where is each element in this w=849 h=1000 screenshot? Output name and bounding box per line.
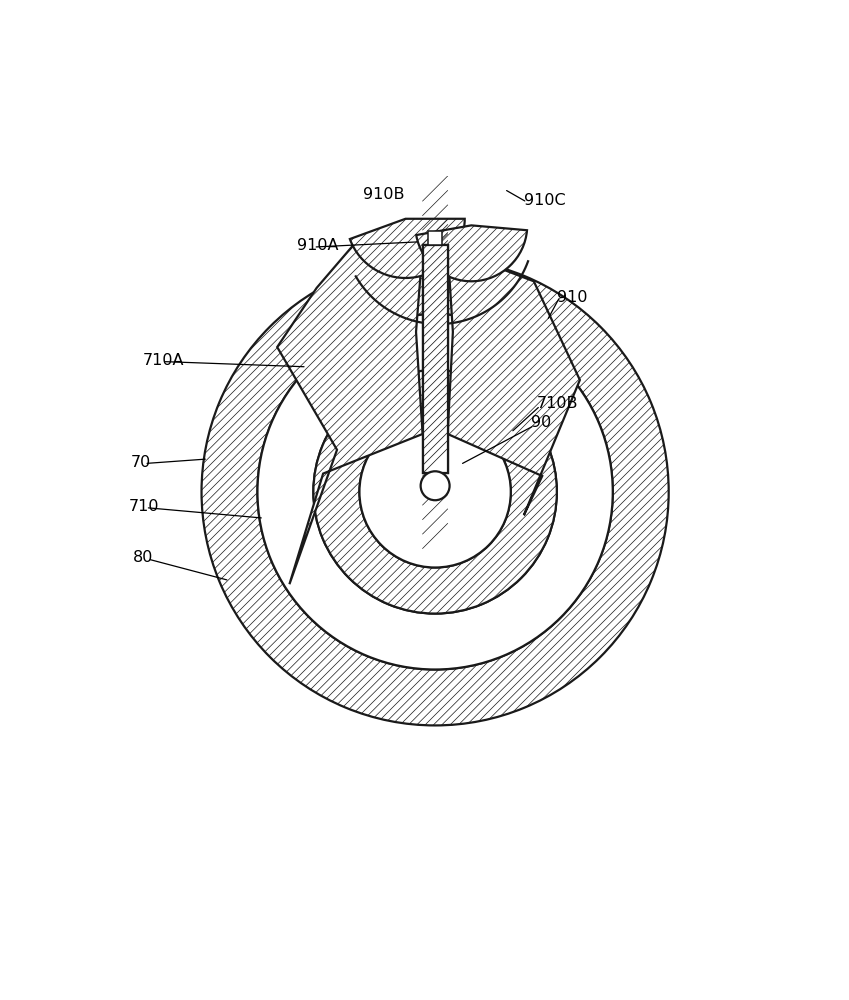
Bar — [423, 245, 447, 473]
Wedge shape — [416, 225, 527, 281]
Text: 710: 710 — [129, 499, 160, 514]
Bar — [428, 231, 442, 245]
Wedge shape — [257, 314, 613, 669]
Text: 910B: 910B — [363, 187, 404, 202]
Wedge shape — [201, 258, 669, 725]
Polygon shape — [277, 242, 423, 584]
Wedge shape — [313, 370, 557, 614]
Wedge shape — [350, 219, 464, 278]
Text: 910: 910 — [557, 290, 588, 305]
Text: 710B: 710B — [537, 396, 579, 411]
Text: 80: 80 — [132, 550, 153, 565]
Polygon shape — [447, 248, 580, 515]
Circle shape — [359, 416, 511, 568]
Text: 70: 70 — [131, 455, 151, 470]
Text: 910C: 910C — [524, 193, 565, 208]
Bar — [423, 245, 447, 473]
Text: 90: 90 — [531, 415, 551, 430]
Text: 910A: 910A — [297, 238, 339, 253]
Text: 710A: 710A — [143, 353, 184, 368]
Circle shape — [420, 471, 450, 500]
